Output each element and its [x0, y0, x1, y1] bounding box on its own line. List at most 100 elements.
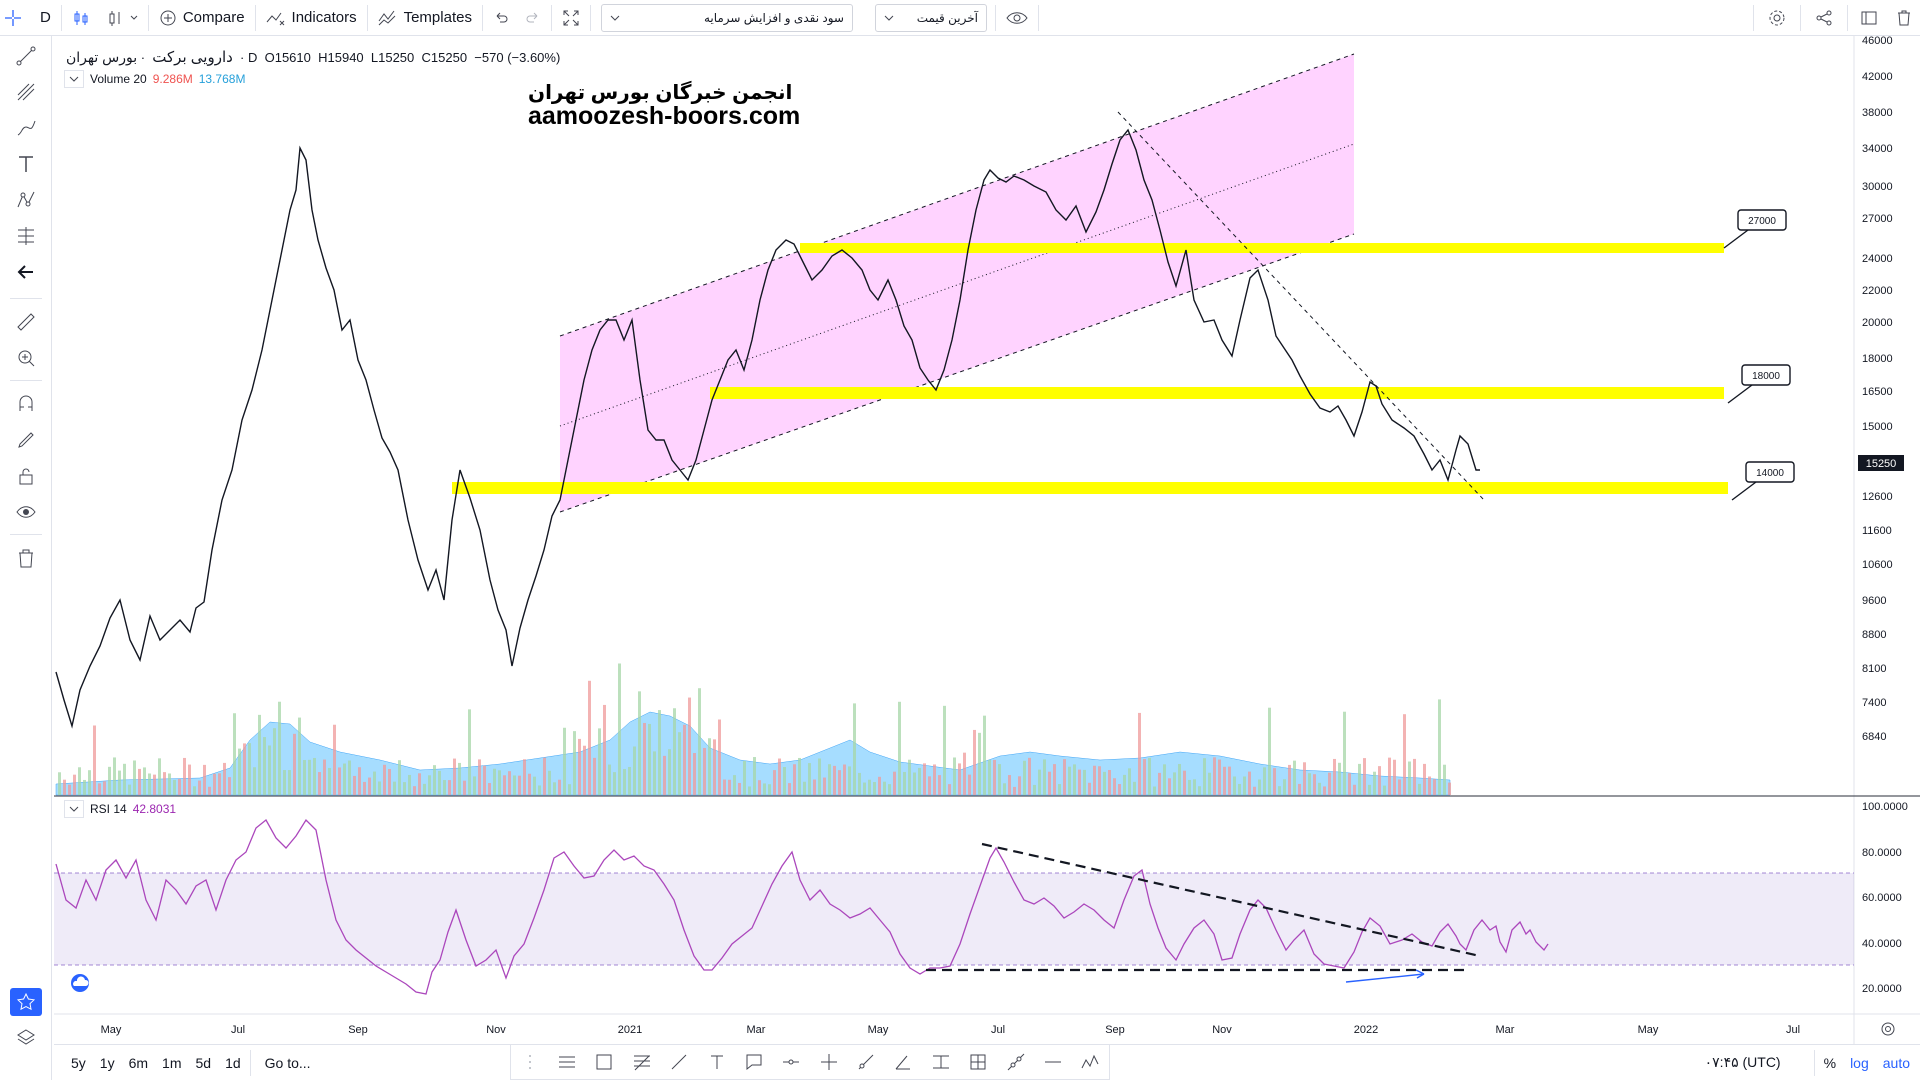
price-callout[interactable]: 14000 [1731, 461, 1795, 501]
range-button-6m[interactable]: 6m [128, 1054, 149, 1071]
price-axis-label: 8100 [1862, 663, 1886, 675]
divider [60, 4, 62, 31]
divider [1037, 4, 1039, 31]
volume-bar [1338, 762, 1341, 795]
volume-bar [658, 710, 661, 795]
fullscreen-button[interactable] [554, 0, 588, 36]
volume-bar [708, 738, 711, 795]
price-range-icon[interactable] [929, 1050, 953, 1074]
range-button-5d[interactable]: 5d [195, 1054, 212, 1071]
rsi-downtrend-line [981, 842, 1481, 958]
projection-icon[interactable] [10, 222, 42, 250]
date-range-icon[interactable] [966, 1050, 990, 1074]
collapse-button[interactable] [64, 70, 84, 88]
callout-icon[interactable] [742, 1050, 766, 1074]
cloud-icon[interactable] [66, 972, 94, 994]
crosshair-icon[interactable] [0, 0, 26, 36]
settings-button[interactable] [1756, 0, 1798, 36]
rectangle-icon[interactable] [592, 1050, 616, 1074]
volume-bar [408, 774, 411, 795]
zoom-in-icon[interactable] [10, 344, 42, 372]
horizontal-ray-icon[interactable] [779, 1050, 803, 1074]
gear-icon[interactable] [1881, 1022, 1895, 1036]
brush-icon[interactable] [10, 114, 42, 142]
horizontal-lines-icon[interactable] [555, 1050, 579, 1074]
indicators-button[interactable]: Indicators [258, 0, 365, 36]
snapshot-button[interactable] [1850, 0, 1888, 36]
log-toggle[interactable]: log [1850, 1054, 1869, 1071]
volume-bar [1083, 769, 1086, 795]
eye-icon[interactable] [10, 498, 42, 526]
range-button-5y[interactable]: 5y [71, 1054, 86, 1071]
symbol-name[interactable]: دارویی برکت [152, 49, 233, 66]
horizontal-segment-icon[interactable] [1041, 1050, 1065, 1074]
wave-icon[interactable] [1078, 1050, 1102, 1074]
fib-icon[interactable] [630, 1050, 654, 1074]
auto-toggle[interactable]: auto [1882, 1054, 1910, 1071]
volume-bar [493, 768, 496, 795]
ray-icon[interactable] [854, 1050, 878, 1074]
price-callout[interactable]: 27000 [1723, 209, 1787, 249]
volume-bar [1253, 786, 1256, 795]
templates-button[interactable]: Templates [370, 0, 480, 36]
price-source-dropdown[interactable]: آخرین قیمت [874, 3, 987, 32]
trash-icon[interactable] [10, 544, 42, 572]
interval-button[interactable]: D [26, 0, 59, 36]
extended-line-icon[interactable] [1004, 1050, 1028, 1074]
lock-icon[interactable] [10, 462, 42, 490]
trash-button[interactable] [1888, 0, 1920, 36]
range-button-1d[interactable]: 1d [225, 1054, 241, 1071]
volume-bar [1213, 757, 1216, 795]
volume-bar [198, 780, 201, 795]
cross-line-icon[interactable] [817, 1050, 841, 1074]
eye-button[interactable] [998, 0, 1036, 36]
volume-bar [1173, 772, 1176, 795]
undo-button[interactable] [485, 0, 517, 36]
volume-bar [148, 773, 151, 795]
line-icon[interactable] [667, 1050, 691, 1074]
text-icon[interactable] [705, 1050, 729, 1074]
redo-button[interactable] [517, 0, 549, 36]
range-button-1m[interactable]: 1m [162, 1054, 182, 1071]
volume-bar [238, 748, 241, 795]
timezone-display[interactable]: ۰۷:۴۵ (UTC) [1704, 1054, 1781, 1070]
callout-label: 18000 [1752, 371, 1780, 382]
stay-drawing-icon[interactable] [10, 426, 42, 454]
volume-bar [618, 663, 621, 795]
range-button-1y[interactable]: 1y [99, 1054, 115, 1071]
volume-bar [1043, 759, 1046, 795]
chart-style-icon[interactable] [98, 0, 146, 36]
volume-bar [418, 773, 421, 795]
volume-bar [968, 774, 971, 795]
candles-icon[interactable] [64, 0, 98, 36]
dividends-dropdown[interactable]: سود نقدی و افزایش سرمایه [600, 3, 853, 32]
collapse-button[interactable] [64, 800, 84, 818]
price-axis-label: 46000 [1862, 35, 1893, 47]
magnet-icon[interactable] [10, 390, 42, 418]
trend-line-icon[interactable] [10, 42, 42, 70]
compare-button[interactable]: Compare [151, 0, 253, 36]
percent-toggle[interactable]: % [1823, 1054, 1837, 1071]
volume-bar [58, 772, 61, 795]
text-icon[interactable] [10, 150, 42, 178]
volume-bar [733, 775, 736, 795]
pattern-icon[interactable] [10, 186, 42, 214]
arrow-left-icon[interactable] [10, 258, 42, 286]
drag-handle-icon[interactable] [518, 1050, 542, 1074]
share-button[interactable] [1803, 0, 1845, 36]
divider [366, 4, 368, 31]
pitchfork-icon[interactable] [10, 78, 42, 106]
ruler-icon[interactable] [10, 308, 42, 336]
goto-button[interactable]: Go to... [264, 1054, 311, 1071]
angle-icon[interactable] [891, 1050, 915, 1074]
star-icon[interactable] [10, 988, 42, 1016]
volume-bar [108, 766, 111, 795]
volume-bar [883, 781, 886, 795]
volume-bar [938, 775, 941, 795]
price-callout[interactable]: 18000 [1727, 364, 1791, 404]
price-callouts: 27000 18000 14000 [1723, 209, 1795, 501]
volume-bar [1093, 765, 1096, 795]
layers-icon[interactable] [10, 1024, 42, 1052]
volume-bar [478, 759, 481, 795]
